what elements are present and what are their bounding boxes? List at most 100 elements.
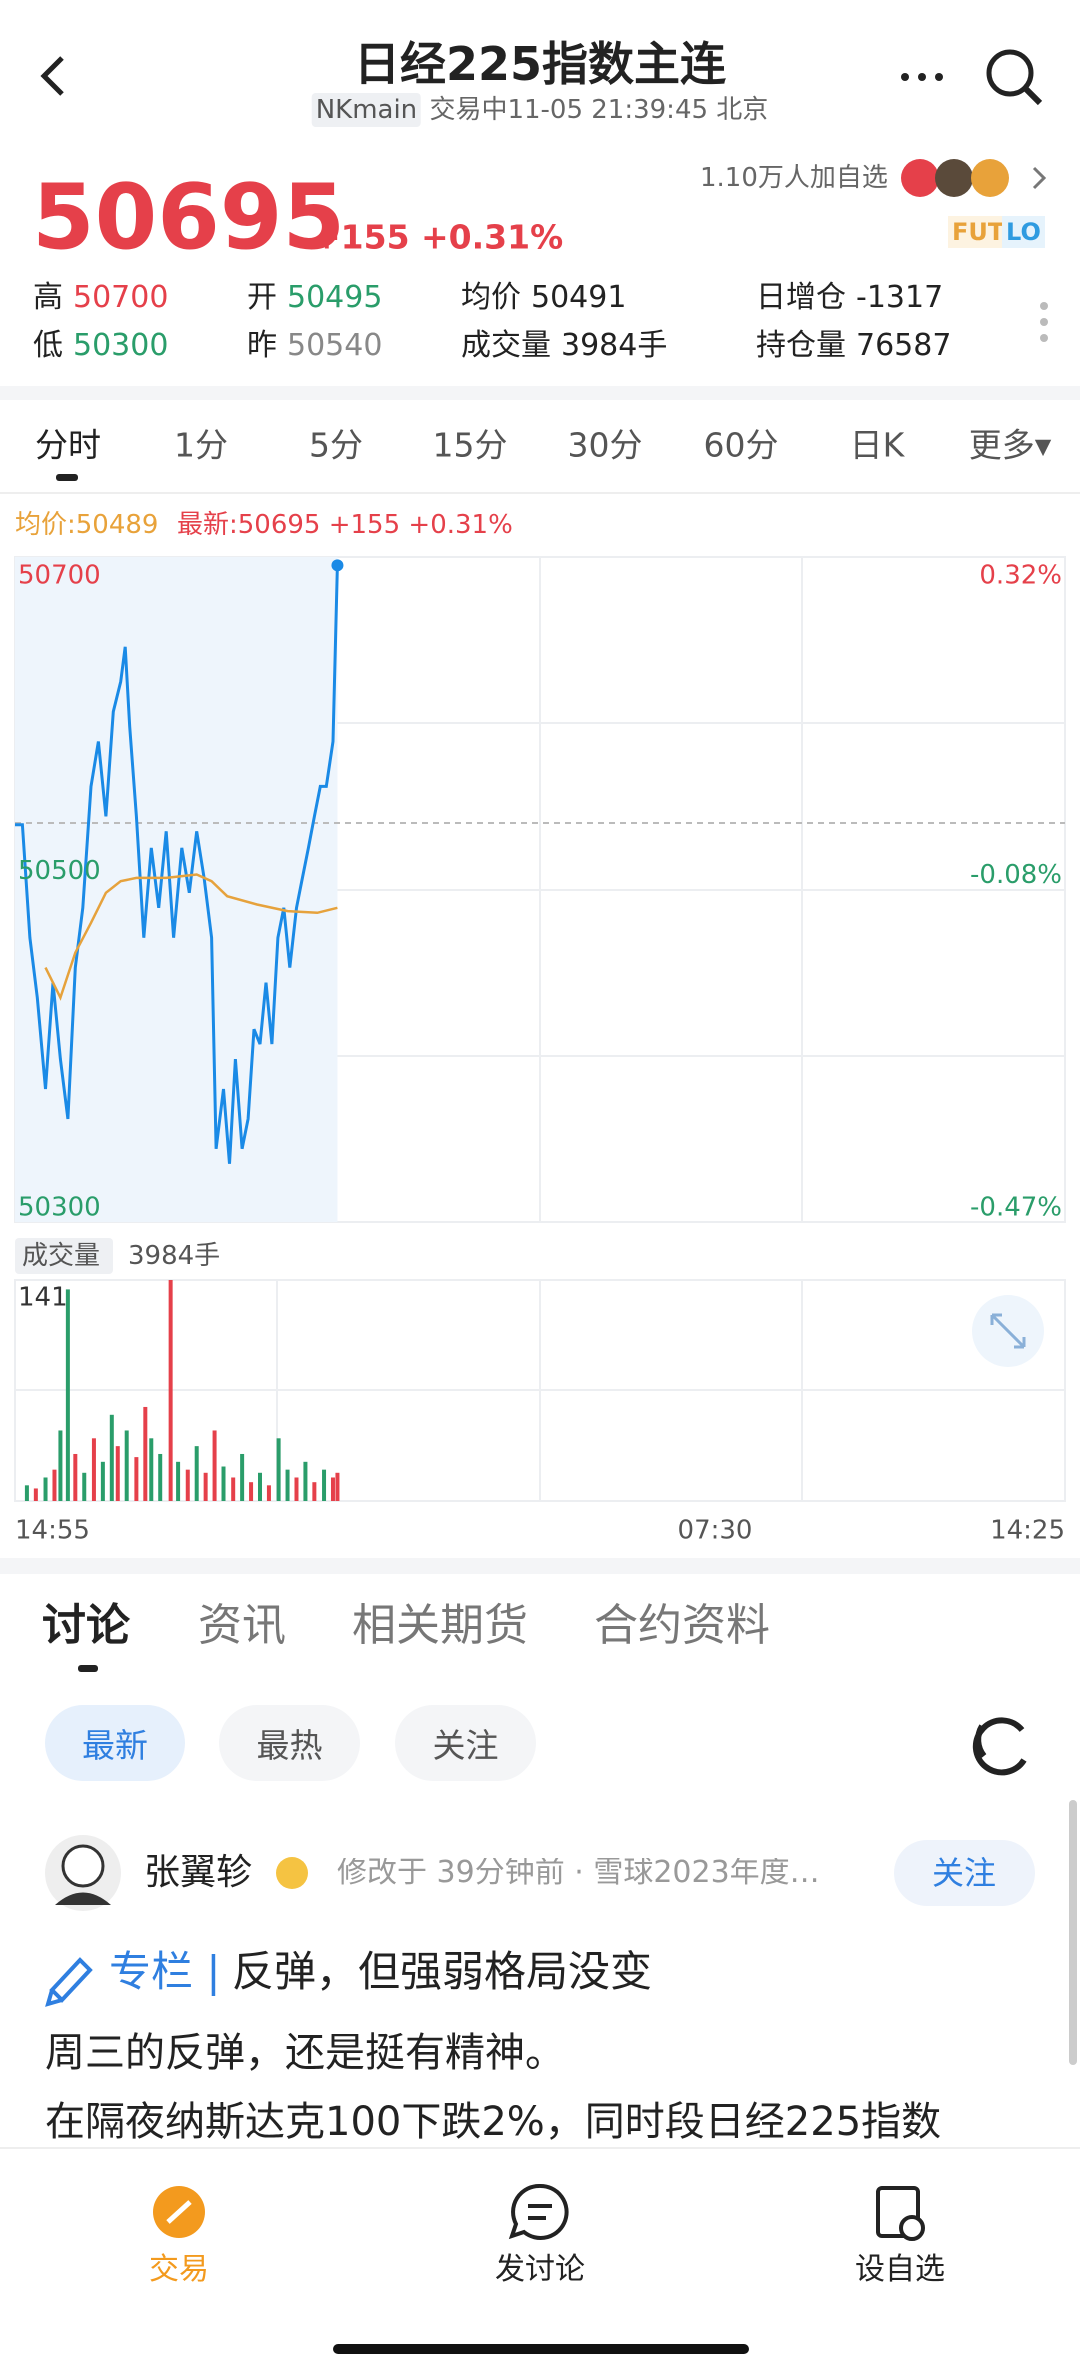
followers: 1.10万人加自选 [700,163,888,193]
volume-bar [276,1438,281,1501]
tab[interactable]: 分时 [35,425,101,465]
follow-label[interactable]: 关注 [931,1854,997,1892]
search-icon[interactable] [986,49,1043,106]
volume-bar [33,1488,38,1501]
volume-bar [221,1466,226,1501]
post-line: 在隔夜纳斯达克100下跌2%，同时段日经225指数 [45,2099,942,2145]
y-tick-label: 50300 [18,1193,101,1223]
stat-label: 开 [247,280,277,315]
volume-bar [73,1453,78,1501]
scrollbar [1069,1800,1077,2065]
stat-label: 日增仓 [756,280,846,315]
volume-bar [212,1430,217,1501]
back-icon[interactable] [40,56,64,96]
column-icon [45,1957,93,2007]
y-tick-label: 50700 [18,561,101,591]
chevron[interactable] [1032,166,1047,190]
news-tab[interactable]: 讨论 [42,1600,130,1651]
refresh-icon[interactable] [972,1717,1027,1776]
stat: 均价 50491 [461,283,626,313]
stat: 成交量 3984手 [461,331,667,361]
volume-bar [285,1469,290,1501]
volume-bar [303,1461,308,1501]
nav-label[interactable]: 交易 [149,2252,209,2287]
stat: 高 50700 [33,283,168,313]
volume-bar [240,1453,245,1501]
tab[interactable]: 15分 [432,425,508,465]
volume-bar [176,1461,181,1501]
price-line [15,565,339,1164]
volume-bar [82,1472,87,1501]
separator [0,386,1080,400]
follow-button[interactable] [894,1840,1035,1906]
badge-lo: LO [1002,216,1045,248]
avg-legend: 均价:50489 [15,510,159,540]
tab[interactable]: 60分 [703,425,779,465]
volume-bar [143,1406,148,1501]
stat-label: 昨 [247,328,277,363]
filter[interactable]: 最热 [219,1705,360,1781]
last-point [331,559,344,572]
tab[interactable]: 30分 [567,425,643,465]
stat: 昨 50540 [247,331,382,361]
stat-value: -1317 [856,280,944,315]
stat: 低 50300 [33,331,168,361]
post-title: 反弹，但强弱格局没变 [232,1947,653,1996]
more-icon[interactable] [901,73,943,81]
separator [0,1558,1080,1574]
stat-value: 50491 [531,280,627,315]
volume-bar [52,1469,57,1501]
elapsed-shade [15,557,338,1222]
stat: 日增仓 -1317 [756,283,943,313]
volume-bar [109,1414,114,1501]
stat-value: 76587 [856,328,952,363]
x-tick-label: 14:25 [990,1516,1065,1546]
author: 张翼轸 [144,1852,253,1893]
change: +155 +0.31% [313,217,564,257]
tab[interactable]: 1分 [174,425,228,465]
filter[interactable]: 最新 [45,1705,185,1781]
tab[interactable]: 5分 [309,425,363,465]
volume-bar [100,1461,105,1501]
tab[interactable]: 更多▾ [968,425,1052,465]
volume-bar [203,1472,208,1501]
x-tick-label: 14:55 [15,1516,90,1546]
volume-bar [266,1485,271,1501]
stat-value: 3984手 [561,328,668,363]
title: 日经225指数主连 [353,37,727,91]
stat-label: 持仓量 [756,328,846,363]
y2-tick-label: -0.08% [970,860,1062,890]
tab-indicator [78,1665,98,1672]
volume-bar [168,1280,173,1501]
price: 50695 [32,165,346,270]
stat-value: 50300 [73,328,169,363]
volume-bar [91,1438,96,1501]
latest-legend: 最新:50695 +155 +0.31% [177,510,513,540]
nav-label[interactable]: 发讨论 [495,2252,585,2287]
author-avatar [45,1835,121,1911]
news-tab[interactable]: 资讯 [198,1600,286,1651]
volume-label: 成交量 [22,1241,101,1271]
volume-bar [322,1469,327,1501]
vertical-dots[interactable] [1040,302,1048,342]
filter[interactable]: 关注 [395,1705,536,1781]
badge [276,1857,308,1889]
column-label: 专栏 | [109,1947,221,1996]
expand-icon[interactable] [972,1295,1044,1367]
news-tab[interactable]: 合约资料 [594,1600,770,1651]
discuss-icon[interactable] [508,2183,569,2240]
watch-icon[interactable] [876,2186,925,2241]
post-meta: 修改于 39分钟前 · 雪球2023年度… [337,1858,820,1888]
tab[interactable]: 日K [849,425,905,465]
column: 专栏 [109,1947,194,1996]
volume-bar [194,1446,199,1501]
trade-icon[interactable] [153,2186,205,2238]
volume-bar [312,1482,317,1501]
nav-label[interactable]: 设自选 [855,2252,945,2287]
subtitle: NKmain 交易中11-05 21:39:45 北京 [311,93,768,127]
volume-tick-label: 141 [18,1283,68,1313]
clip: 在隔夜纳斯达克100下跌2%，同时段日经225指数 [0,2090,1080,2148]
news-tab[interactable]: 相关期货 [352,1600,528,1651]
